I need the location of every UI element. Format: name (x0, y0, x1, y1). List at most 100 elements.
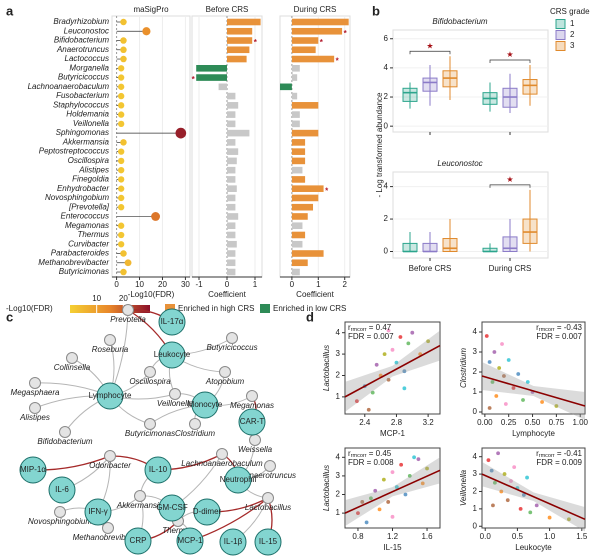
taxon-label: Peptostreptococcus (39, 147, 109, 156)
taxon-node-label: Odoribacter (89, 461, 131, 470)
bar (291, 250, 324, 257)
taxon-node (144, 366, 156, 378)
bar (291, 139, 306, 146)
significance-bracket (489, 59, 531, 63)
y-tick-label: 4 (384, 63, 389, 72)
x-axis-label: IL-15 (383, 543, 402, 552)
significance-mark: * (336, 57, 340, 66)
bar (291, 111, 300, 118)
taxon-node (29, 377, 41, 389)
point (366, 407, 371, 412)
bar (291, 259, 308, 267)
bar (227, 37, 253, 44)
y-tick-label: 3 (473, 469, 478, 478)
panel-label: c (6, 309, 13, 324)
x-tick-label: 0.5 (512, 532, 524, 541)
point (484, 334, 489, 338)
y-tick-label: 2 (473, 487, 478, 496)
taxon-node (219, 366, 231, 378)
taxon-node (66, 352, 78, 364)
bar (291, 231, 306, 239)
stat-r: = -0.43 (555, 323, 583, 332)
taxon-node (189, 418, 201, 430)
host-node-label: IL-15 (259, 537, 278, 546)
box (402, 242, 418, 253)
stat-r: = -0.41 (555, 449, 583, 458)
host-node-label: MIP-1α (20, 465, 46, 474)
point (509, 479, 513, 483)
point (486, 458, 491, 463)
taxon-node-label: Methanobrevibacter (73, 533, 144, 542)
stat-r: = 0.47 (367, 323, 392, 332)
y-tick-label: 3 (336, 349, 341, 358)
point (516, 372, 521, 376)
x-tick-label: 1 (316, 280, 321, 289)
x-tick-label: 10 (135, 280, 144, 289)
significance-mark: * (254, 38, 258, 47)
taxon-node (144, 418, 156, 430)
stat-fdr: FDR = 0.009 (536, 458, 582, 467)
host-node (158, 308, 186, 336)
taxon-label: Enhydrobacter (57, 184, 109, 193)
bar (218, 83, 227, 91)
bar (227, 213, 239, 220)
x-axis-label: Coefficient (208, 290, 246, 299)
legend-label: 2 (570, 30, 575, 39)
host-node-label: IFN-γ (88, 507, 108, 516)
x-tick-label: 20 (158, 280, 167, 289)
taxon-node-label: Butyricicoccus (206, 343, 257, 352)
host-node-label: IL-6 (55, 485, 69, 494)
significance-bracket (489, 184, 531, 188)
point (390, 470, 395, 475)
significance-mark: * (325, 186, 329, 195)
stat-annotation: rrmcorr = -0.41 (536, 449, 582, 459)
point (554, 404, 559, 408)
host-node (224, 466, 252, 494)
box (522, 218, 538, 244)
point (360, 500, 365, 504)
lollipop-dot (120, 250, 127, 257)
taxon-label: Morganella (69, 63, 109, 72)
point (567, 517, 571, 522)
point (398, 335, 403, 339)
point (494, 394, 499, 398)
taxon-node (226, 332, 238, 344)
point (525, 475, 529, 480)
stat-fdr: FDR = 0.007 (536, 332, 582, 341)
host-node-label: CAR-T (240, 417, 265, 426)
x-tick-label: 0.50 (525, 418, 541, 427)
taxon-node (216, 448, 228, 460)
taxon-label: Finegoldia (72, 175, 109, 184)
lollipop-dot (120, 55, 127, 63)
significance-bracket (409, 50, 451, 55)
significance-mark: * (192, 75, 196, 84)
y-axis-label: Lactobacillus (322, 465, 331, 511)
taxon-label: Staphylococcus (53, 100, 109, 109)
bar (291, 120, 300, 128)
bar (291, 268, 300, 276)
point (364, 520, 369, 525)
point (386, 328, 391, 333)
point (492, 350, 497, 354)
bar (291, 240, 303, 248)
taxon-node (122, 304, 134, 316)
plot-frame (481, 447, 586, 529)
y-axis-label: Lactobacillus (322, 345, 331, 391)
taxon-label: Parabacteroides (51, 249, 109, 258)
bar (196, 74, 227, 81)
point (487, 406, 492, 410)
bar (291, 18, 349, 26)
x-tick-label: During CRS (489, 264, 532, 273)
bar (291, 102, 319, 109)
stat-annotation: rrmcorr = 0.47 (348, 323, 392, 333)
host-node (19, 456, 47, 484)
fit-line (481, 375, 586, 407)
color-tick-label: 20 (119, 294, 128, 303)
taxon-node (29, 402, 41, 414)
bar (227, 46, 250, 54)
bar (227, 157, 237, 165)
x-axis-label: Lymphocyte (512, 429, 555, 438)
point (412, 455, 416, 460)
lollipop-dot (118, 241, 125, 248)
taxon-node (262, 492, 274, 504)
